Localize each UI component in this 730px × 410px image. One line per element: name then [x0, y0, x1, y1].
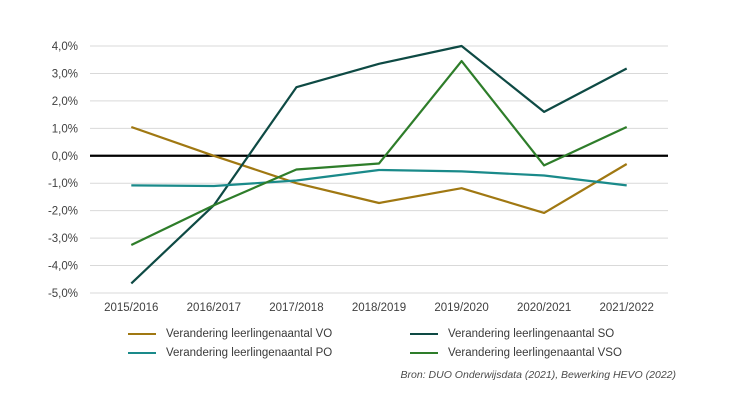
legend-label-vso: Verandering leerlingenaantal VSO — [448, 347, 622, 359]
y-tick-label: -4,0% — [48, 261, 78, 273]
series-line-3 — [130, 59, 628, 246]
legend-item-po: Verandering leerlingenaantal PO — [128, 347, 332, 359]
x-tick-label: 2017/2018 — [269, 302, 323, 314]
y-tick-label: 1,0% — [52, 123, 78, 135]
series-line-2 — [131, 168, 627, 188]
y-tick-label: 2,0% — [52, 96, 78, 108]
series-line-1 — [130, 44, 628, 285]
y-tick-label: -2,0% — [48, 206, 78, 218]
legend-item-so: Verandering leerlingenaantal SO — [410, 328, 614, 340]
source-note: Bron: DUO Onderwijsdata (2021), Bewerkin… — [400, 369, 676, 381]
y-tick-label: 3,0% — [52, 68, 78, 80]
y-tick-label: -1,0% — [48, 178, 78, 190]
line-chart: 4,0% 3,0% 2,0% 1,0% 0,0% -1,0% -2,0% -3,0% -4,0%… — [48, 41, 668, 314]
y-tick-label: 0,0% — [52, 151, 78, 163]
legend-swatch-po — [128, 352, 156, 354]
legend-item-vo: Verandering leerlingenaantal VO — [128, 328, 332, 340]
legend: Verandering leerlingenaantal VO Verander… — [0, 320, 730, 380]
y-tick-label: 4,0% — [52, 41, 78, 53]
legend-swatch-so — [410, 333, 438, 335]
legend-item-vso: Verandering leerlingenaantal VSO — [410, 347, 622, 359]
y-tick-label: -3,0% — [48, 233, 78, 245]
x-tick-label: 2016/2017 — [187, 302, 241, 314]
x-tick-label: 2019/2020 — [434, 302, 488, 314]
legend-label-so: Verandering leerlingenaantal SO — [448, 328, 615, 340]
gridlines — [90, 45, 668, 294]
x-axis-tick-labels: 2015/2016 2016/2017 2017/2018 2018/2019 2019… — [104, 302, 654, 314]
legend-label-vo: Verandering leerlingenaantal VO — [166, 328, 333, 340]
legend-swatch-vo — [128, 333, 156, 335]
x-tick-label: 2021/2022 — [600, 302, 654, 314]
legend-label-po: Verandering leerlingenaantal PO — [166, 347, 333, 359]
x-tick-label: 2018/2019 — [352, 302, 406, 314]
x-tick-label: 2020/2021 — [517, 302, 571, 314]
x-tick-label: 2015/2016 — [104, 302, 158, 314]
legend-swatch-vso — [410, 352, 438, 354]
y-tick-label: -5,0% — [48, 288, 78, 300]
series-line-0 — [130, 125, 628, 214]
y-axis-tick-labels: 4,0% 3,0% 2,0% 1,0% 0,0% -1,0% -2,0% -3,0% -4,0%… — [48, 41, 78, 300]
series-lines — [130, 44, 628, 285]
